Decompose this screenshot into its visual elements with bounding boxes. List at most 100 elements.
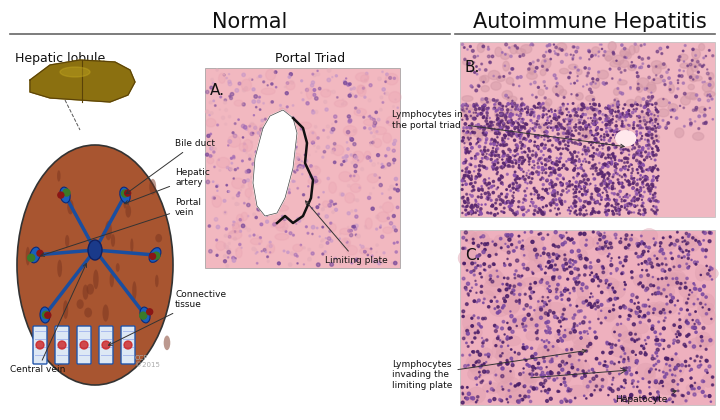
Circle shape [477, 138, 480, 140]
Circle shape [631, 339, 633, 341]
Circle shape [294, 253, 297, 256]
Circle shape [346, 242, 349, 245]
Circle shape [565, 262, 567, 265]
Circle shape [613, 156, 615, 158]
Circle shape [604, 163, 606, 165]
Circle shape [603, 177, 605, 178]
Circle shape [147, 309, 153, 315]
Text: Autoimmune Hepatitis: Autoimmune Hepatitis [473, 12, 707, 32]
Circle shape [559, 158, 560, 160]
Circle shape [667, 284, 669, 286]
Circle shape [613, 155, 614, 157]
Circle shape [617, 193, 619, 196]
Circle shape [498, 121, 501, 123]
Circle shape [492, 389, 495, 391]
Circle shape [634, 65, 636, 68]
Circle shape [655, 109, 657, 111]
Circle shape [326, 125, 329, 128]
Circle shape [217, 124, 219, 126]
Circle shape [693, 287, 696, 290]
Circle shape [575, 201, 577, 203]
Ellipse shape [676, 255, 691, 270]
Circle shape [639, 178, 642, 180]
Circle shape [396, 206, 399, 209]
Circle shape [559, 337, 562, 339]
Circle shape [233, 157, 235, 159]
Circle shape [625, 238, 627, 240]
Circle shape [542, 114, 544, 116]
Circle shape [549, 140, 551, 141]
Circle shape [636, 189, 638, 191]
Circle shape [485, 134, 487, 136]
Circle shape [558, 364, 562, 367]
Circle shape [705, 304, 706, 305]
Circle shape [621, 206, 622, 207]
Circle shape [711, 376, 714, 378]
Circle shape [233, 221, 234, 223]
Circle shape [615, 203, 618, 205]
Circle shape [370, 142, 372, 144]
Circle shape [542, 184, 544, 186]
Circle shape [574, 211, 575, 213]
Ellipse shape [490, 302, 510, 317]
Circle shape [637, 83, 639, 84]
Circle shape [552, 194, 553, 195]
Circle shape [678, 80, 679, 81]
Circle shape [631, 383, 633, 384]
Circle shape [606, 118, 608, 121]
Circle shape [655, 336, 657, 337]
Circle shape [491, 55, 494, 58]
Circle shape [552, 202, 553, 203]
Circle shape [541, 371, 544, 374]
Circle shape [624, 48, 625, 50]
Ellipse shape [514, 315, 535, 328]
Circle shape [691, 388, 693, 390]
Circle shape [467, 197, 469, 199]
Circle shape [617, 297, 618, 299]
Circle shape [619, 175, 620, 176]
Circle shape [492, 99, 495, 101]
Circle shape [623, 108, 624, 109]
Circle shape [537, 87, 539, 88]
Circle shape [265, 187, 266, 188]
Circle shape [568, 190, 570, 192]
Circle shape [541, 177, 543, 178]
Circle shape [481, 364, 483, 366]
Ellipse shape [600, 278, 619, 291]
Circle shape [688, 235, 690, 237]
Circle shape [508, 133, 510, 136]
Circle shape [544, 131, 545, 133]
Circle shape [649, 262, 652, 265]
Circle shape [503, 141, 505, 143]
Circle shape [577, 47, 579, 49]
Circle shape [539, 307, 542, 310]
Ellipse shape [652, 281, 670, 296]
Circle shape [624, 114, 626, 116]
Circle shape [295, 146, 297, 148]
Circle shape [618, 116, 619, 117]
Circle shape [500, 113, 503, 116]
Circle shape [578, 255, 580, 257]
Circle shape [624, 47, 626, 50]
Circle shape [297, 157, 300, 160]
Circle shape [585, 350, 588, 352]
Circle shape [209, 249, 212, 253]
Circle shape [528, 135, 529, 136]
Circle shape [695, 55, 696, 56]
Circle shape [487, 48, 490, 50]
Circle shape [486, 111, 488, 113]
Circle shape [612, 182, 614, 184]
Circle shape [243, 180, 246, 183]
Circle shape [573, 196, 575, 198]
Ellipse shape [477, 43, 485, 52]
Circle shape [693, 79, 694, 80]
Circle shape [602, 114, 603, 115]
Circle shape [685, 319, 688, 321]
Circle shape [515, 105, 518, 108]
Circle shape [392, 142, 395, 145]
Circle shape [548, 388, 550, 391]
Circle shape [486, 153, 487, 154]
Circle shape [508, 286, 510, 289]
Circle shape [550, 122, 552, 124]
Circle shape [473, 104, 474, 105]
